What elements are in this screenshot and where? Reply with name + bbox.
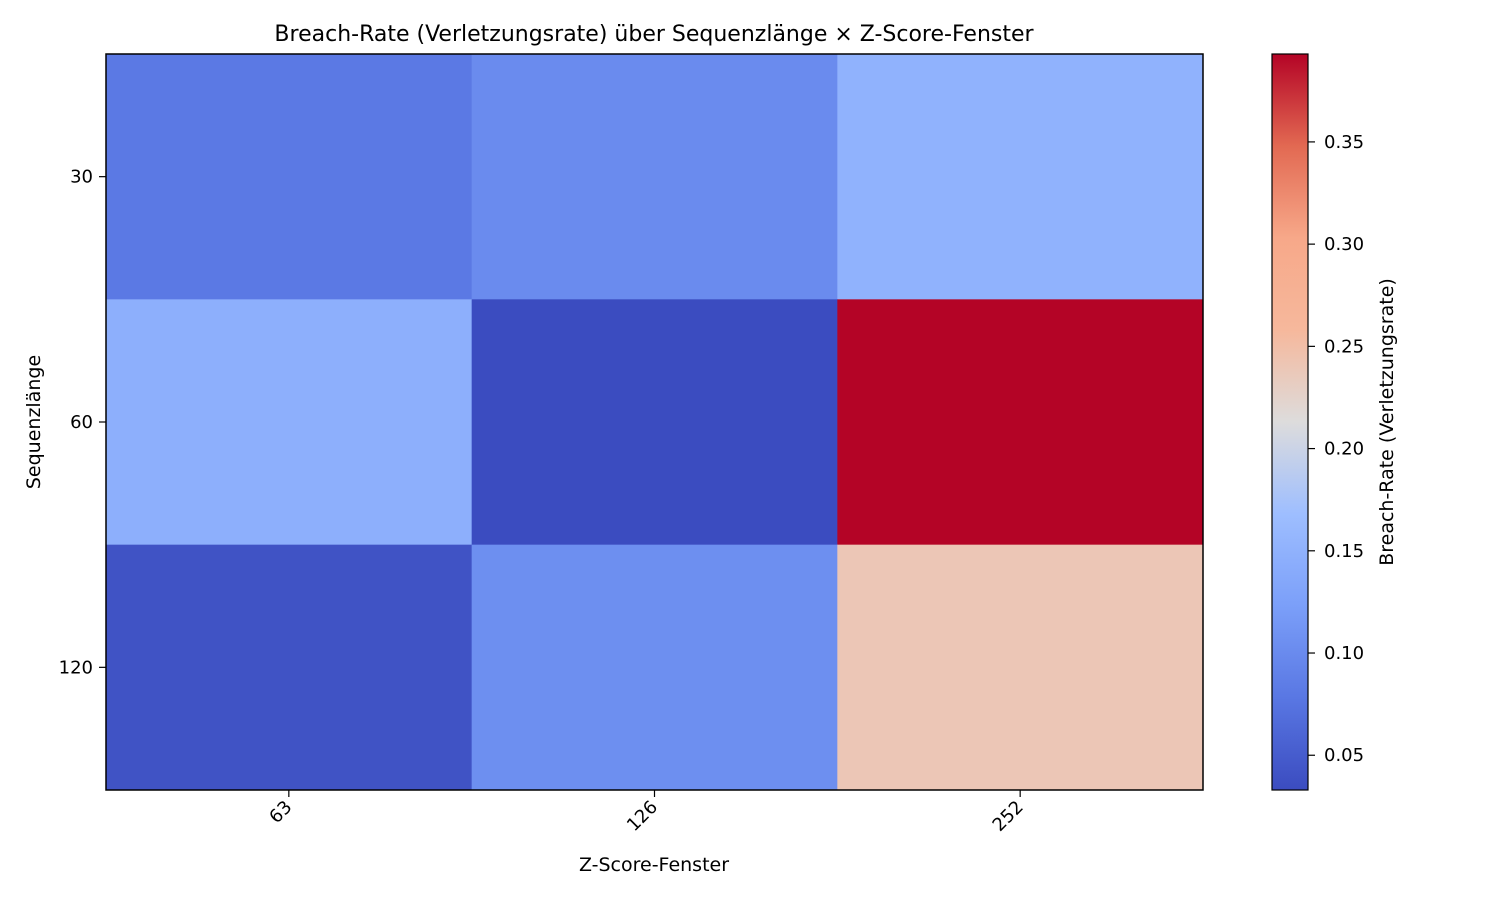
heatmap-cell-60-252 — [837, 299, 1204, 546]
heatmap-cell-120-252 — [837, 544, 1204, 791]
y-tick-label: 30 — [70, 167, 93, 188]
colorbar — [1271, 53, 1309, 791]
colorbar-tick-label: 0.15 — [1324, 541, 1364, 562]
heatmap-cells — [106, 54, 1204, 791]
colorbar-tick-label: 0.10 — [1324, 643, 1364, 664]
colorbar-ticks: 0.05 0.10 0.15 0.20 0.25 0.30 0.35 — [1308, 132, 1364, 766]
heatmap-cell-60-63 — [106, 299, 473, 546]
colorbar-tick-label: 0.05 — [1324, 745, 1364, 766]
chart-title: Breach-Rate (Verletzungsrate) über Seque… — [274, 22, 1034, 47]
colorbar-tick-label: 0.30 — [1324, 234, 1364, 255]
x-tick-label: 126 — [623, 797, 662, 836]
colorbar-tick-label: 0.20 — [1324, 439, 1364, 460]
heatmap-cell-30-63 — [106, 54, 473, 300]
heatmap-cell-120-63 — [106, 544, 473, 791]
x-axis-label: Z-Score-Fenster — [579, 854, 729, 876]
x-tick-label: 252 — [989, 797, 1028, 836]
x-tick-label: 63 — [265, 797, 296, 828]
heatmap-cell-60-126 — [471, 299, 838, 546]
heatmap-cell-120-126 — [471, 544, 838, 791]
y-axis: 30 60 120 — [59, 167, 106, 678]
colorbar-tick-label: 0.25 — [1324, 336, 1364, 357]
y-tick-label: 60 — [70, 412, 93, 433]
colorbar-tick-label: 0.35 — [1324, 132, 1364, 153]
heatmap-cell-30-126 — [471, 54, 838, 300]
heatmap-cell-30-252 — [837, 54, 1204, 300]
y-tick-label: 120 — [59, 657, 93, 678]
x-axis: 63 126 252 — [265, 790, 1028, 836]
colorbar-label: Breach-Rate (Verletzungsrate) — [1376, 278, 1398, 566]
y-axis-label: Sequenzlänge — [23, 355, 45, 489]
